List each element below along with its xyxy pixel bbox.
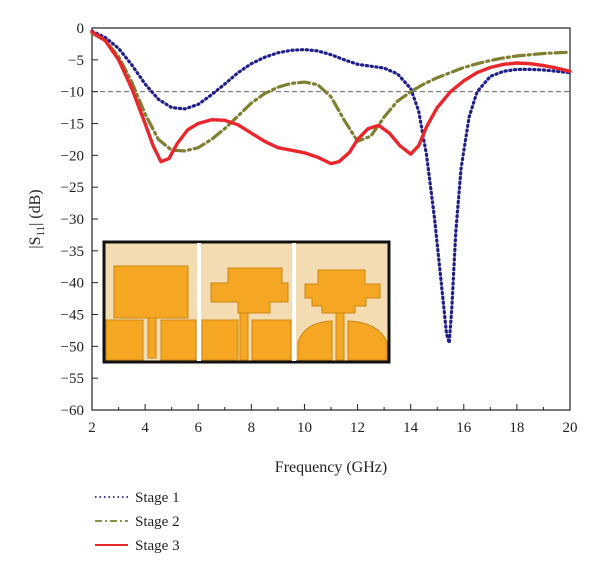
y-axis-title-post: | (dB) xyxy=(27,189,44,226)
series-line-stage-3 xyxy=(90,30,572,166)
series-layer xyxy=(90,29,572,345)
x-tick-label: 12 xyxy=(350,420,365,436)
y-tick-label: −45 xyxy=(61,308,84,324)
inset-stage-2-antenna xyxy=(201,267,292,361)
x-tick-label: 14 xyxy=(403,420,419,436)
inset-stage-3-antenna xyxy=(297,269,388,361)
inset-divider-1 xyxy=(197,243,201,361)
y-tick-label: −60 xyxy=(61,403,84,419)
y-tick-label: −30 xyxy=(61,212,84,228)
x-tick-label: 16 xyxy=(456,420,472,436)
x-axis-ticks: 2 4 6 8 10 12 14 16 18 20 xyxy=(88,404,578,436)
y-tick-label: −55 xyxy=(61,371,84,387)
y-tick-label: −10 xyxy=(61,85,84,101)
y-tick-label: −15 xyxy=(61,117,84,133)
x-tick-label: 8 xyxy=(248,420,256,436)
y-axis-title-sub: 11 xyxy=(35,226,47,237)
x-tick-label: 2 xyxy=(88,420,96,436)
legend: Stage 1 Stage 2 Stage 3 xyxy=(95,490,180,554)
x-tick-label: 4 xyxy=(141,420,149,436)
inset-divider-2 xyxy=(292,243,296,361)
y-tick-label: −5 xyxy=(68,53,84,69)
x-tick-label: 18 xyxy=(509,420,524,436)
y-axis-title: |S11| (dB) xyxy=(27,189,47,248)
legend-label-stage-3: Stage 3 xyxy=(135,538,180,554)
y-axis-ticks: 0 −5 −10 −15 −20 −25 −30 −35 −40 −45 −50 −55 −60 xyxy=(61,21,98,419)
x-tick-label: 10 xyxy=(297,420,312,436)
legend-label-stage-2: Stage 2 xyxy=(135,514,180,530)
x-tick-label: 20 xyxy=(563,420,578,436)
y-tick-label: −25 xyxy=(61,180,84,196)
legend-label-stage-1: Stage 1 xyxy=(135,490,180,506)
y-tick-label: −20 xyxy=(61,148,84,164)
x-axis-title: Frequency (GHz) xyxy=(275,459,387,476)
inset-antenna-stages xyxy=(102,240,391,364)
y-tick-label: −35 xyxy=(61,244,84,260)
series-line-stage-2 xyxy=(90,31,572,153)
inset-stage-1-antenna xyxy=(105,265,197,361)
y-tick-label: −50 xyxy=(61,339,84,355)
y-tick-label: 0 xyxy=(77,21,85,37)
x-tick-label: 6 xyxy=(194,420,202,436)
y-axis-title-pre: |S xyxy=(27,237,44,249)
series-line-stage-1 xyxy=(90,29,572,345)
y-tick-label: −40 xyxy=(61,276,84,292)
